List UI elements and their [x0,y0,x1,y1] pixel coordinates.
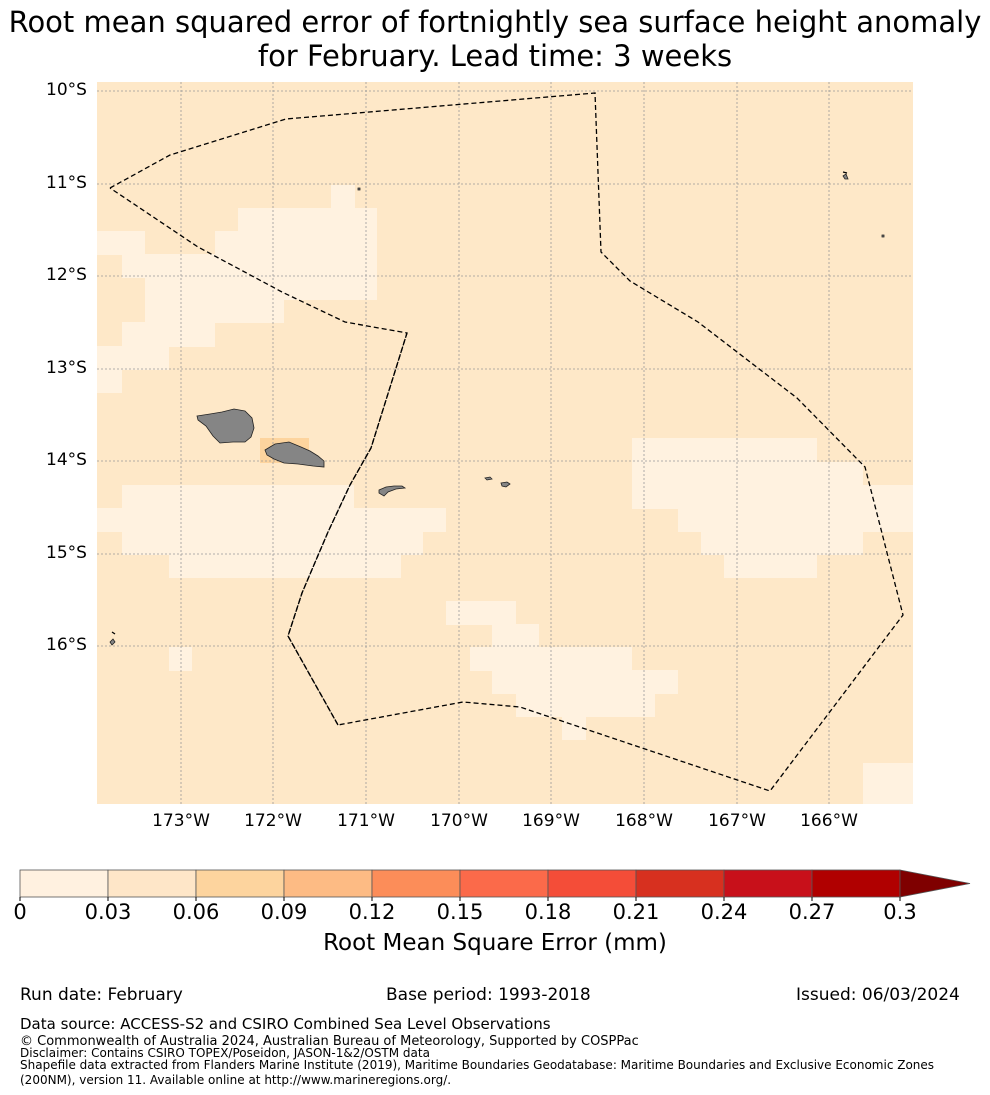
colorbar-tick: 0.24 [700,900,748,924]
colorbar-segment [459,869,549,898]
islet-northeast [842,173,849,180]
low-error-cells [97,185,913,804]
colorbar-segment [19,869,109,898]
shapefile-credit-line1: Shapefile data extracted from Flanders M… [20,1058,935,1072]
lon-label: 172°W [244,811,302,831]
low-error-cell [492,624,539,648]
low-error-cell [701,531,863,555]
colorbar-segment [195,869,285,898]
low-error-cell [724,554,817,578]
colorbar-tick: 0.18 [524,900,572,924]
ofu-island [484,476,493,481]
colorbar-label: Root Mean Square Error (mm) [323,930,667,956]
islet-southwest [109,638,116,646]
colorbar-extend-arrow [899,869,971,898]
low-error-cell [97,369,122,393]
land-masses [109,173,885,646]
chart-title-line2: for February. Lead time: 3 weeks [257,39,733,73]
low-error-cell [863,763,913,804]
run-date: Run date: February [20,985,183,1005]
lon-label: 168°W [615,811,673,831]
low-error-cell [97,346,169,370]
swains-island [357,187,361,191]
tau-island [500,481,511,488]
base-period: Base period: 1993-2018 [386,985,591,1005]
lat-label: 15°S [46,543,87,563]
lon-label: 167°W [708,811,766,831]
low-error-cell [238,208,377,232]
colorbar-tick: 0.21 [612,900,660,924]
eez-boundaries [109,92,904,792]
low-error-cell [97,508,446,532]
colorbar-tick: 0.3 [883,900,917,924]
american-samoa-eez-boundary [287,332,408,726]
colorbar-tick: 0 [13,900,27,924]
upolu-island [264,441,325,468]
lat-label: 12°S [46,265,87,285]
colorbar-segment [723,869,813,898]
colorbar-tick: 0.06 [172,900,220,924]
colorbar-tick: 0.09 [260,900,308,924]
low-error-cell [492,670,678,694]
colorbar-segment [547,869,637,898]
low-error-cell [169,647,192,671]
low-error-cell [446,601,516,625]
savaii-island [196,408,255,444]
shapefile-credit-line2: (200NM), version 11. Available online at… [20,1073,452,1087]
colorbar-tick: 0.03 [84,900,132,924]
low-error-cell [97,231,145,255]
colorbar-segment [371,869,461,898]
low-error-cell [215,231,377,255]
lon-label: 169°W [522,811,580,831]
islet-tick [111,631,116,635]
lat-label: 16°S [46,635,87,655]
lat-label: 14°S [46,450,87,470]
low-error-cell [632,462,863,486]
low-error-cell [122,485,354,509]
lon-label: 173°W [152,811,210,831]
lon-label: 166°W [800,811,858,831]
data-source: Data source: ACCESS-S2 and CSIRO Combine… [20,1015,551,1033]
lon-label: 171°W [337,811,395,831]
colorbar-segment [283,869,373,898]
issued-date: Issued: 06/03/2024 [796,985,960,1005]
gridlines [97,82,913,804]
low-error-cell [632,438,817,463]
low-error-cell [632,485,913,509]
colorbar-tick: 0.27 [788,900,836,924]
low-error-cell [122,531,423,555]
map-panel [97,82,913,804]
colorbar-tick: 0.12 [348,900,396,924]
colorbar-segment [811,869,901,898]
colorbar-segment [635,869,725,898]
low-error-cell [145,277,377,300]
low-error-cell [331,185,355,209]
lat-label: 10°S [46,80,87,100]
low-error-cell [678,508,913,532]
tutuila-island [378,485,407,497]
colorbar-tick: 0.15 [436,900,484,924]
low-error-cell [122,322,215,347]
islet-tick [842,171,848,174]
samoa-eez-boundary [109,92,904,792]
lon-label: 170°W [430,811,488,831]
disclaimer: Disclaimer: Contains CSIRO TOPEX/Poseido… [20,1046,430,1060]
copyright: © Commonwealth of Australia 2024, Austra… [20,1034,639,1049]
low-error-cell [145,299,284,323]
low-error-cell [122,254,377,278]
chart-title-line1: Root mean squared error of fortnightly s… [8,5,982,39]
islet-east [881,234,885,238]
low-error-cell [169,554,401,578]
colorbar-segment [107,869,197,898]
lat-label: 11°S [46,173,87,193]
lat-label: 13°S [46,358,87,378]
colorbar [19,869,971,901]
